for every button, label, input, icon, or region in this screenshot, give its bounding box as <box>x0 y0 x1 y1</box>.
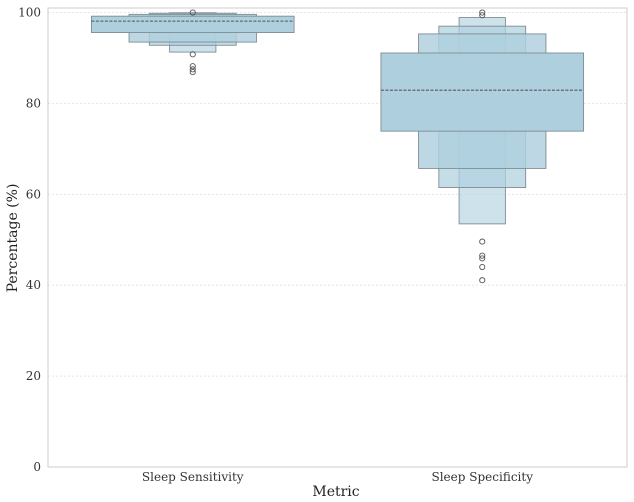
outlier-point <box>479 263 486 271</box>
tick-labels: 0 20 40 60 80 100 Sleep Sensitivity Sleep Speci… <box>18 6 533 484</box>
letter-value-box <box>380 52 585 132</box>
y-tick-label: 0 <box>33 460 41 474</box>
y-tick-label: 60 <box>26 187 41 201</box>
x-axis-title: Metric <box>312 484 359 500</box>
x-tick-label: Sleep Sensitivity <box>142 470 244 484</box>
outlier-point <box>189 9 196 16</box>
outlier-point <box>479 238 486 245</box>
x-tick-label: Sleep Specificity <box>432 470 534 484</box>
outlier-point <box>479 9 486 16</box>
outlier-point <box>189 51 196 58</box>
y-tick-label: 20 <box>26 369 41 383</box>
outlier-point <box>479 12 486 19</box>
y-axis-title: Percentage (%) <box>5 184 21 293</box>
outlier-point <box>189 66 196 73</box>
outlier-point <box>479 277 486 284</box>
plot-frame <box>47 7 628 468</box>
outlier-point <box>189 63 196 70</box>
y-tick-label: 80 <box>26 96 41 110</box>
letter-value-box <box>90 15 295 33</box>
y-tick-label: 40 <box>26 278 41 292</box>
outlier-point <box>479 252 486 259</box>
boxes <box>90 9 585 284</box>
gridlines <box>48 12 627 377</box>
outlier-point <box>189 69 196 76</box>
outlier-point <box>479 255 486 262</box>
y-tick-label: 100 <box>18 6 41 20</box>
